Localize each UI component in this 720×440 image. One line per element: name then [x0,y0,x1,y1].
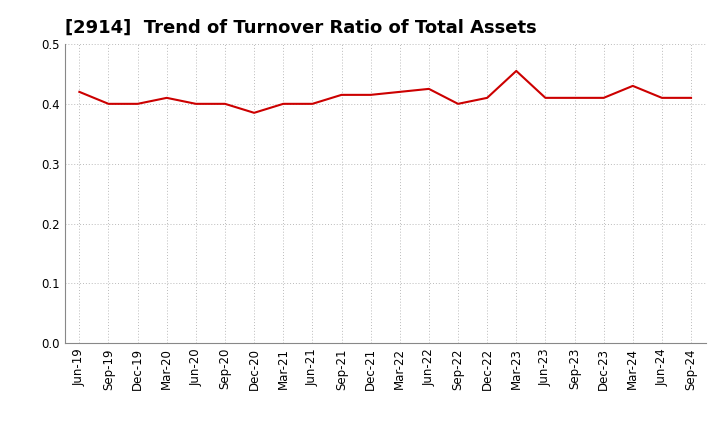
Text: [2914]  Trend of Turnover Ratio of Total Assets: [2914] Trend of Turnover Ratio of Total … [65,19,536,37]
